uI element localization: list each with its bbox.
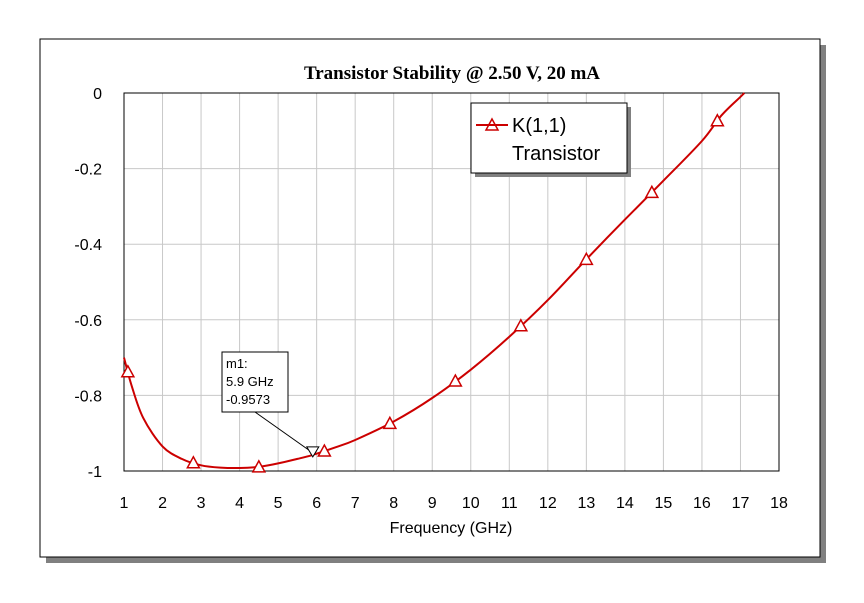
series-point-marker: [382, 415, 398, 430]
x-tick-label: 3: [197, 495, 206, 512]
x-tick-label: 18: [770, 495, 788, 512]
x-tick-label: 4: [235, 495, 244, 512]
series-point-marker: [120, 364, 136, 378]
series-point-marker: [186, 455, 201, 469]
marker-leader-line: [254, 411, 314, 454]
x-tick-label: 11: [501, 495, 518, 512]
x-tick-label: 13: [577, 495, 595, 512]
x-tick-label: 6: [312, 495, 321, 512]
y-axis-ticks: 0 -0.2 -0.4 -0.6 -0.8 -1: [74, 86, 102, 481]
legend-series-name-line2: Transistor: [512, 143, 601, 165]
x-tick-label: 7: [351, 495, 360, 512]
x-axis-ticks: 1 2 3 4 5 6 7 8 9 10 11 12 13 14 15 16 17 18: [120, 495, 788, 512]
chart-title: Transistor Stability @ 2.50 V, 20 mA: [304, 63, 600, 84]
y-tick-label: 0: [93, 86, 102, 103]
x-tick-label: 16: [693, 495, 711, 512]
legend-triangle-icon: [484, 117, 500, 131]
plot-area: [123, 92, 780, 472]
legend-series-name: K(1,1): [512, 115, 566, 137]
marker-value: -0.9573: [226, 392, 270, 407]
series-point-marker: [317, 443, 332, 457]
series-point-marker: [644, 184, 660, 199]
x-tick-label: 14: [616, 495, 634, 512]
x-axis-label: Frequency (GHz): [390, 520, 513, 537]
frame: [39, 38, 821, 558]
y-tick-label: -0.8: [74, 388, 102, 405]
series-point-marker: [579, 251, 594, 266]
marker-frequency: 5.9 GHz: [226, 374, 274, 389]
y-tick-label: -0.6: [74, 313, 102, 330]
legend: K(1,1) Transistor: [470, 102, 631, 177]
x-tick-label: 2: [158, 495, 167, 512]
legend-box: [470, 102, 628, 174]
marker-m1[interactable]: m1: 5.9 GHz -0.9573: [221, 351, 320, 458]
x-tick-label: 15: [655, 495, 673, 512]
x-tick-label: 12: [539, 495, 557, 512]
y-tick-label: -1: [88, 464, 102, 481]
x-tick-label: 1: [120, 495, 129, 512]
x-tick-label: 10: [462, 495, 480, 512]
series-point-marker: [710, 113, 725, 127]
y-tick-label: -0.4: [74, 237, 102, 254]
x-tick-label: 17: [732, 495, 750, 512]
marker-box: [221, 351, 289, 413]
x-tick-label: 8: [389, 495, 398, 512]
marker-label: m1:: [226, 356, 248, 371]
y-tick-label: -0.2: [74, 162, 102, 179]
series-layer: [120, 92, 746, 473]
series-point-marker: [448, 373, 463, 387]
marker-triangle-icon: [305, 446, 320, 458]
x-tick-label: 9: [428, 495, 437, 512]
series-point-marker: [513, 318, 529, 332]
series-line: [123, 92, 746, 470]
series-point-marker: [251, 459, 267, 473]
x-tick-label: 5: [274, 495, 283, 512]
